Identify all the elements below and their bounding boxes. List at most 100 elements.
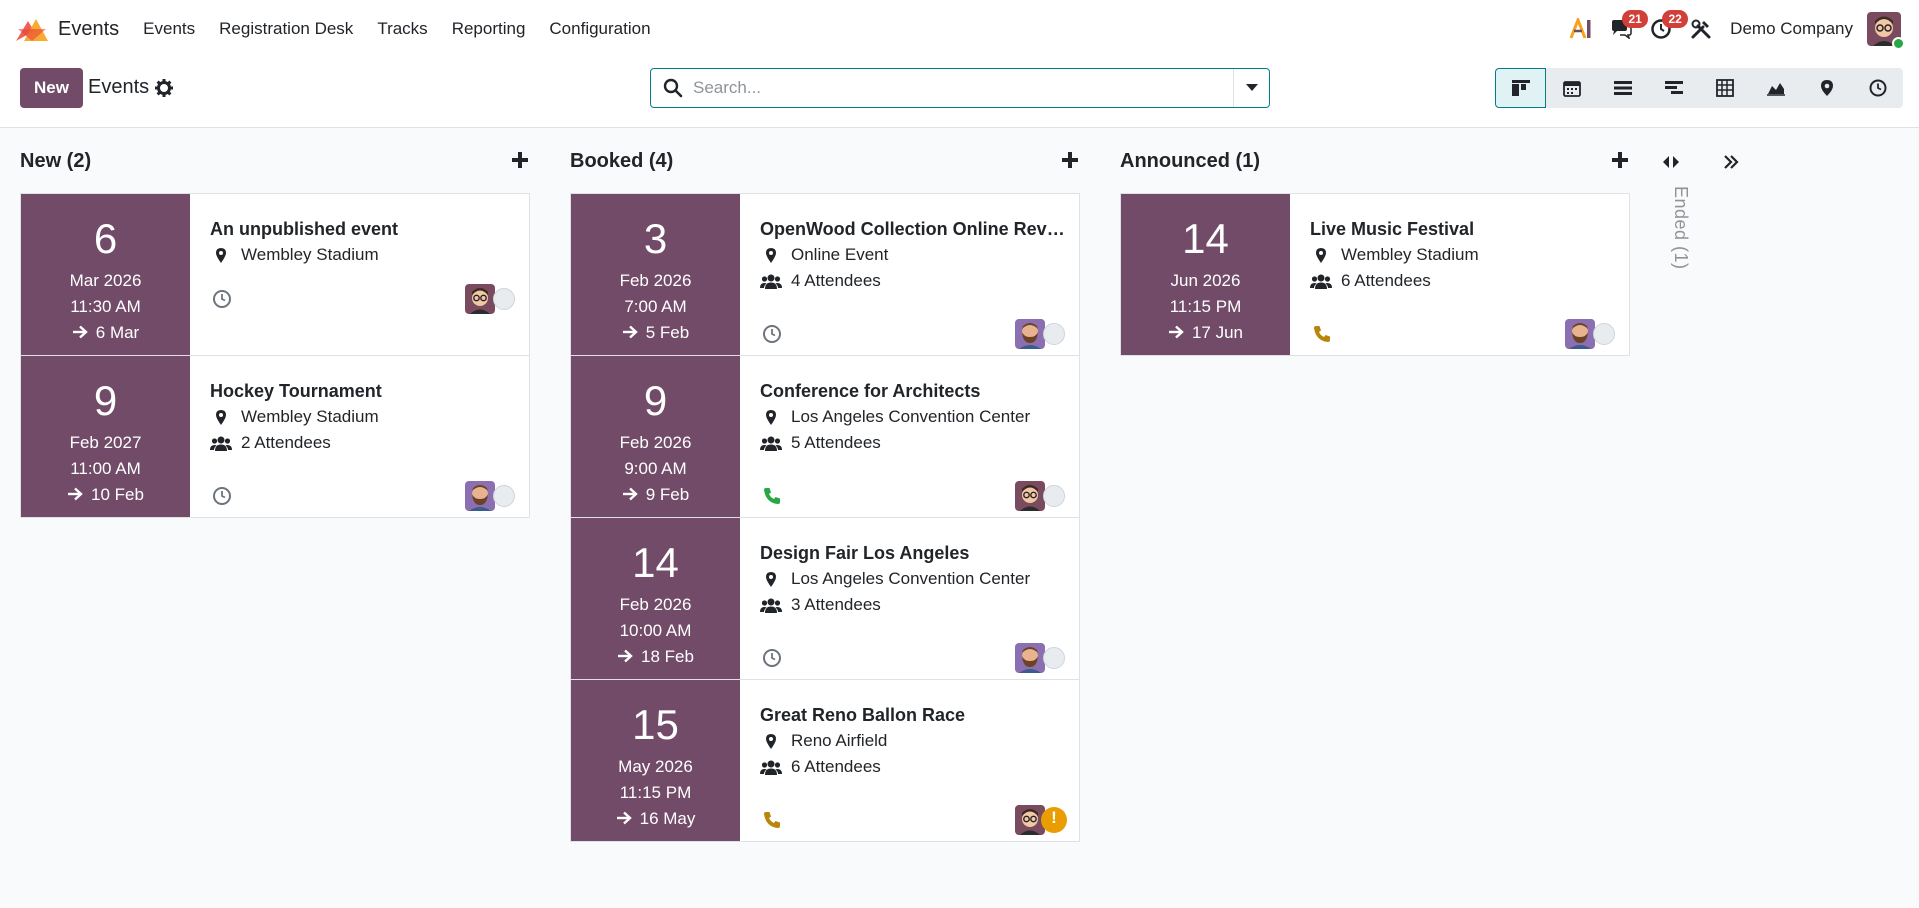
arrow-right-icon	[616, 809, 640, 828]
control-panel: New Events	[0, 58, 1919, 128]
event-month-year: Feb 2026	[619, 271, 692, 290]
event-location-text: Online Event	[791, 245, 889, 264]
view-map-button[interactable]	[1801, 68, 1852, 108]
clock-icon[interactable]	[762, 324, 782, 344]
column-title[interactable]: New (2)	[20, 150, 92, 172]
assignee-avatar[interactable]	[1015, 805, 1045, 835]
event-card[interactable]: 3 Feb 2026 7:00 AM 5 Feb OpenWood Collection…	[570, 193, 1080, 356]
event-date-block: 14 Jun 2026 11:15 PM 17 Jun	[1121, 194, 1290, 355]
search-options-toggle[interactable]	[1233, 69, 1269, 107]
view-gantt-button[interactable]	[1648, 68, 1699, 108]
event-card-body: Conference for Architects Los Angeles Con…	[760, 356, 1065, 517]
menu-item-events[interactable]: Events	[143, 19, 196, 38]
phone-icon[interactable]	[762, 810, 782, 830]
event-card[interactable]: 15 May 2026 11:15 PM 16 May Great Reno Ballo…	[570, 679, 1080, 842]
event-card-body: Great Reno Ballon Race Reno Airfield 6 Att…	[760, 680, 1067, 841]
menu-item-tracks[interactable]: Tracks	[377, 19, 428, 38]
column-title[interactable]: Booked (4)	[570, 150, 674, 172]
assignee-avatar[interactable]	[1015, 319, 1045, 349]
assignee-avatar[interactable]	[1015, 643, 1045, 673]
assignee-avatar[interactable]	[1565, 319, 1595, 349]
column-title[interactable]: Announced (1)	[1120, 150, 1260, 172]
event-location: Wembley Stadium	[210, 245, 379, 265]
users-icon	[760, 759, 782, 776]
gantt-icon	[1664, 81, 1683, 94]
status-circle[interactable]	[1593, 323, 1615, 345]
activities-icon[interactable]: 22	[1644, 10, 1689, 46]
event-attendees: 3 Attendees	[760, 595, 881, 615]
map-marker-icon	[210, 409, 232, 426]
app-brand[interactable]: Events	[14, 0, 119, 58]
event-card[interactable]: 14 Jun 2026 11:15 PM 17 Jun Live Music Festi…	[1120, 193, 1630, 356]
clock-icon[interactable]	[212, 289, 232, 309]
map-marker-icon	[760, 733, 782, 750]
messages-badge: 21	[1622, 10, 1649, 28]
plus-icon[interactable]	[1060, 150, 1080, 170]
event-location: Wembley Stadium	[1310, 245, 1479, 265]
new-button[interactable]: New	[20, 68, 83, 108]
assignee-avatar[interactable]	[465, 284, 495, 314]
clock-icon[interactable]	[762, 648, 782, 668]
area-chart-icon	[1766, 83, 1785, 96]
folded-column-ended[interactable]: Ended (1)	[1640, 128, 1760, 328]
arrow-right-icon	[72, 323, 96, 342]
status-circle[interactable]	[493, 485, 515, 507]
ai-icon[interactable]	[1564, 12, 1598, 46]
plus-icon[interactable]	[510, 150, 530, 170]
exclamation-icon[interactable]: !	[1041, 807, 1067, 833]
view-activity-button[interactable]	[1852, 68, 1903, 108]
event-card[interactable]: 9 Feb 2026 9:00 AM 9 Feb Conference for Arch…	[570, 355, 1080, 518]
clock-icon[interactable]	[212, 486, 232, 506]
event-date-block: 3 Feb 2026 7:00 AM 5 Feb	[571, 194, 740, 355]
plus-icon[interactable]	[1610, 150, 1630, 170]
assignee-avatar[interactable]	[1015, 481, 1045, 511]
event-title: Live Music Festival	[1310, 219, 1475, 239]
gear-icon[interactable]	[154, 78, 174, 98]
users-icon	[760, 597, 782, 614]
status-circle[interactable]	[1043, 647, 1065, 669]
view-graph-button[interactable]	[1750, 68, 1801, 108]
phone-icon[interactable]	[762, 486, 782, 506]
event-title: An unpublished event	[210, 219, 399, 239]
event-location: Los Angeles Convention Center	[760, 407, 1030, 427]
search-input[interactable]	[693, 70, 1233, 106]
messages-icon[interactable]: 21	[1604, 10, 1649, 46]
phone-icon[interactable]	[1312, 324, 1332, 344]
event-day: 6	[93, 215, 118, 262]
view-kanban-button[interactable]	[1495, 68, 1546, 108]
event-title: Conference for Architects	[760, 381, 981, 401]
caret-down-icon	[1245, 84, 1258, 91]
event-card[interactable]: 14 Feb 2026 10:00 AM 18 Feb Design Fair Los …	[570, 517, 1080, 680]
event-card[interactable]: 9 Feb 2027 11:00 AM 10 Feb Hockey Tournament…	[20, 355, 530, 518]
map-marker-icon	[760, 571, 782, 588]
arrow-right-icon	[617, 647, 641, 666]
view-list-button[interactable]	[1597, 68, 1648, 108]
event-location-text: Reno Airfield	[791, 731, 888, 750]
event-attendees-text: 4 Attendees	[791, 271, 881, 290]
event-end-date: 16 May	[571, 809, 740, 829]
assignee-avatar[interactable]	[465, 481, 495, 511]
expand-arrows-icon[interactable]	[1660, 151, 1682, 173]
status-circle[interactable]	[1043, 323, 1065, 345]
event-day: 3	[643, 215, 668, 262]
status-circle[interactable]	[493, 288, 515, 310]
event-location: Wembley Stadium	[210, 407, 379, 427]
tools-icon[interactable]	[1684, 12, 1718, 46]
user-avatar[interactable]	[1867, 12, 1905, 50]
event-location-text: Wembley Stadium	[241, 407, 379, 426]
menu-item-configuration[interactable]: Configuration	[549, 19, 651, 38]
event-attendees: 4 Attendees	[760, 271, 881, 291]
event-day: 14	[1182, 215, 1229, 262]
double-chevron-right-icon[interactable]	[1720, 151, 1742, 173]
view-calendar-button[interactable]	[1546, 68, 1597, 108]
menu-item-reporting[interactable]: Reporting	[451, 19, 526, 38]
event-card[interactable]: 6 Mar 2026 11:30 AM 6 Mar An unpublished eve…	[20, 193, 530, 356]
menu-item-registration-desk[interactable]: Registration Desk	[219, 19, 354, 38]
kanban-column-booked: Booked (4) 3 Feb 2026 7:00 AM 5 Feb OpenWood…	[570, 128, 1080, 842]
status-circle[interactable]	[1043, 485, 1065, 507]
event-end-label: 10 Feb	[91, 485, 144, 504]
event-time: 10:00 AM	[619, 621, 692, 640]
event-location: Online Event	[760, 245, 888, 265]
company-switcher[interactable]: Demo Company	[1730, 19, 1853, 38]
view-pivot-button[interactable]	[1699, 68, 1750, 108]
